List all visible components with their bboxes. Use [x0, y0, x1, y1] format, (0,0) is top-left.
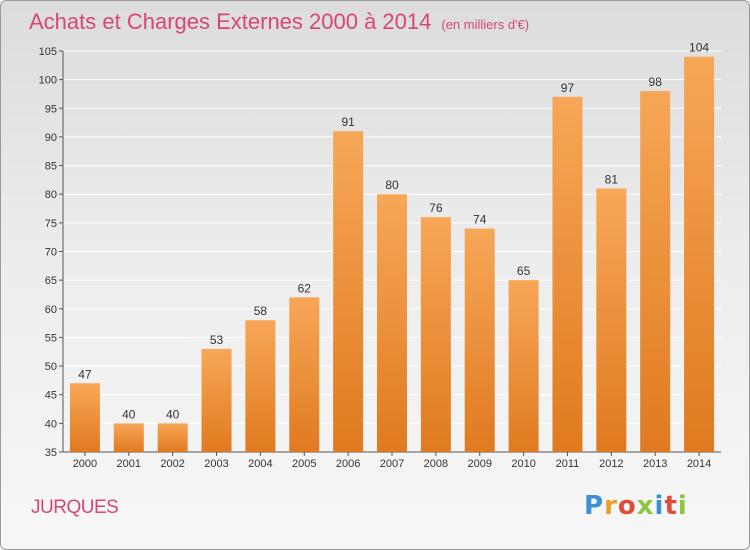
bar [552, 96, 583, 452]
bar [113, 423, 144, 452]
bar-value-label: 62 [298, 281, 312, 295]
proxiti-logo: Proxiti [584, 491, 688, 521]
bar-value-label: 104 [689, 41, 709, 55]
logo-letter: t [664, 491, 678, 521]
y-tick-label: 40 [45, 418, 57, 430]
labels: 35 40 45 50 55 60 65 70 75 80 85 90 95 100 105 47 2000 40… [39, 41, 712, 470]
chart-title-text: Achats et Charges Externes 2000 à 2014 [29, 9, 432, 34]
logo-letter: P [584, 491, 605, 521]
bar [640, 91, 671, 452]
x-tick-label: 2013 [643, 458, 667, 470]
bar-value-label: 40 [166, 407, 180, 421]
x-tick-label: 2010 [511, 458, 535, 470]
bar [420, 217, 451, 452]
bar-value-label: 40 [122, 407, 136, 421]
bar [289, 297, 320, 452]
bar [508, 280, 539, 452]
x-tick-label: 2011 [556, 458, 580, 470]
bar [201, 348, 232, 452]
bar [377, 194, 407, 452]
x-tick-label: 2003 [204, 458, 228, 470]
bar-value-label: 76 [429, 201, 443, 215]
bar-value-label: 91 [341, 115, 355, 129]
logo-letter: i [677, 491, 688, 521]
bar [684, 56, 715, 452]
x-tick-label: 2002 [160, 458, 184, 470]
y-tick-label: 65 [45, 275, 57, 287]
bar-value-label: 97 [561, 81, 575, 95]
x-tick-label: 2000 [73, 458, 97, 470]
y-tick-label: 35 [45, 447, 57, 459]
y-tick-label: 85 [45, 161, 57, 173]
y-tick-label: 80 [45, 189, 57, 201]
x-tick-label: 2009 [467, 458, 491, 470]
x-tick-label: 2004 [248, 458, 272, 470]
bar-value-label: 80 [385, 178, 399, 192]
commune-name: JURQUES [31, 497, 119, 518]
y-tick-label: 70 [45, 247, 57, 259]
logo-letter: i [654, 491, 665, 521]
chart-unit: (en milliers d'€) [441, 17, 530, 32]
x-tick-label: 2012 [599, 458, 623, 470]
logo-letter: x [636, 491, 655, 521]
y-tick-label: 75 [45, 218, 57, 230]
bar-value-label: 53 [210, 333, 224, 347]
bar [333, 131, 364, 452]
bar [69, 383, 100, 452]
bar-value-label: 98 [649, 75, 663, 89]
y-tick-label: 60 [45, 304, 57, 316]
logo-letter: r [604, 491, 618, 521]
y-tick-label: 90 [45, 132, 57, 144]
bar [157, 423, 188, 452]
y-tick-label: 45 [45, 390, 57, 402]
logo-letter: o [617, 491, 637, 521]
y-tick-label: 50 [45, 361, 57, 373]
bar-value-label: 74 [473, 213, 487, 227]
bar [245, 320, 276, 452]
x-tick-label: 2014 [687, 458, 711, 470]
bar [596, 188, 627, 452]
y-tick-label: 55 [45, 332, 57, 344]
bar-value-label: 58 [254, 304, 268, 318]
x-tick-label: 2001 [117, 458, 141, 470]
y-tick-label: 95 [45, 103, 57, 115]
y-tick-label: 100 [39, 75, 57, 87]
bar-value-label: 47 [78, 367, 92, 381]
x-tick-label: 2005 [292, 458, 316, 470]
y-tick-label: 105 [39, 46, 57, 58]
bar-value-label: 65 [517, 264, 531, 278]
x-tick-label: 2008 [424, 458, 448, 470]
x-tick-label: 2007 [380, 458, 404, 470]
chart-title: Achats et Charges Externes 2000 à 2014 (e… [29, 9, 529, 35]
bar [464, 228, 495, 452]
bar-value-label: 81 [605, 172, 619, 186]
x-tick-label: 2006 [336, 458, 360, 470]
bars [69, 56, 715, 452]
